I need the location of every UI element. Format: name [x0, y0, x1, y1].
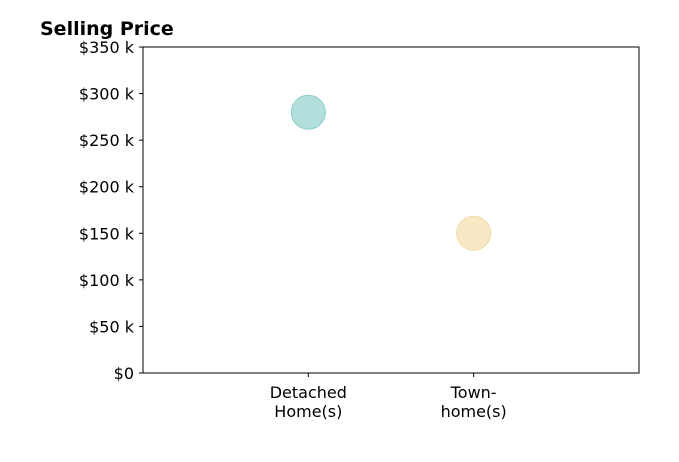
data-points — [290, 94, 492, 251]
x-tick-label: Detached Home(s) — [270, 383, 347, 421]
chart-title: Selling Price — [40, 18, 174, 40]
x-tick-label: Town-home(s) — [441, 383, 507, 421]
y-tick-label: $0 — [114, 364, 134, 383]
y-tick-label: $100 k — [79, 271, 135, 290]
y-tick-label: $300 k — [79, 85, 135, 104]
x-axis: Detached Home(s) Town-home(s) — [270, 373, 507, 421]
data-point — [456, 215, 492, 251]
plot-frame — [142, 46, 640, 374]
y-axis: $0 $50 k $100 k $150 k $200 k $250 k $300 k $35… — [79, 38, 143, 383]
data-point — [290, 94, 326, 130]
y-tick-label: $50 k — [89, 317, 135, 336]
y-tick-label: $250 k — [79, 131, 135, 150]
y-tick-label: $150 k — [79, 224, 135, 243]
y-tick-label: $350 k — [79, 38, 135, 57]
y-tick-label: $200 k — [79, 178, 135, 197]
